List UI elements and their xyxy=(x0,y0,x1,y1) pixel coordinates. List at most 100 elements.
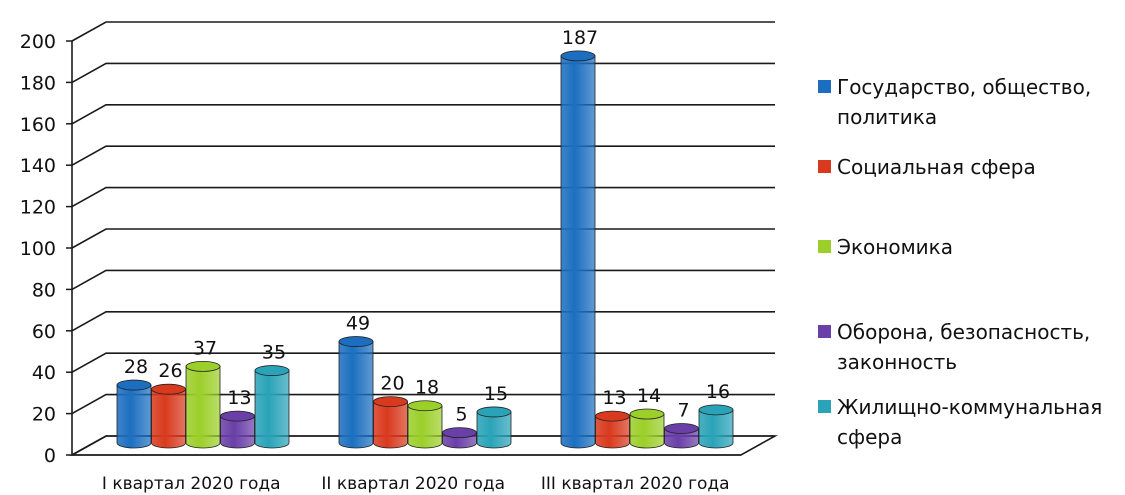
bar xyxy=(476,406,512,449)
y-tick-label: 120 xyxy=(20,197,56,219)
x-category-label: III квартал 2020 года xyxy=(541,474,730,494)
bar-body xyxy=(254,370,290,449)
legend-item: Экономика xyxy=(818,232,1123,262)
gridline xyxy=(71,21,775,42)
data-label: 14 xyxy=(637,385,661,407)
bar xyxy=(338,336,374,449)
bar-body xyxy=(698,409,734,449)
y-tick-label: 40 xyxy=(32,362,56,384)
legend-swatch xyxy=(818,400,831,413)
bar-top xyxy=(151,383,186,395)
gridline xyxy=(71,310,775,332)
data-label: 37 xyxy=(193,337,217,359)
data-label: 49 xyxy=(346,313,370,335)
y-tick-label: 200 xyxy=(20,31,56,53)
data-label: 13 xyxy=(602,387,626,409)
bar-top xyxy=(185,361,221,372)
bar xyxy=(629,408,665,449)
bar-body xyxy=(220,415,255,449)
y-tick-label: 80 xyxy=(32,279,56,301)
gridline xyxy=(71,352,775,373)
data-label: 28 xyxy=(124,356,148,378)
x-category-label: II квартал 2020 года xyxy=(321,474,505,494)
bar-top xyxy=(595,410,630,422)
bar-body xyxy=(373,401,408,449)
y-tick-label: 20 xyxy=(32,404,56,426)
bar-top xyxy=(338,336,374,347)
bar-top xyxy=(373,396,408,408)
legend-swatch xyxy=(818,325,831,338)
bar xyxy=(595,410,630,449)
legend: Государство, общество, политика Социальна… xyxy=(818,0,1123,495)
bar-body xyxy=(560,55,596,449)
y-tick-label: 180 xyxy=(20,72,56,94)
legend-swatch xyxy=(818,160,831,173)
legend-swatch xyxy=(818,80,831,93)
legend-label: Экономика xyxy=(837,235,954,259)
legend-label: Государство, общество, политика xyxy=(837,75,1092,129)
legend-label: Оборона, безопасность, законность xyxy=(837,320,1091,374)
bar xyxy=(151,383,186,449)
bar-top xyxy=(560,50,596,62)
y-tick-label: 140 xyxy=(20,155,56,177)
gridline xyxy=(71,269,775,291)
bar-body xyxy=(407,405,443,449)
gridline xyxy=(71,104,775,125)
bar xyxy=(220,410,255,449)
legend-item: Государство, общество, политика xyxy=(818,72,1123,132)
bar-body xyxy=(116,384,152,449)
gridline xyxy=(71,393,775,415)
y-tick-label: 60 xyxy=(32,321,56,343)
data-label: 13 xyxy=(227,387,251,409)
bar xyxy=(407,400,443,449)
data-label: 26 xyxy=(158,360,182,382)
bar-body xyxy=(185,366,221,449)
data-label: 18 xyxy=(415,377,439,399)
bar-top xyxy=(220,410,255,422)
bar-top xyxy=(698,404,734,416)
gridline xyxy=(71,62,775,84)
data-label: 16 xyxy=(706,381,730,403)
bar-top xyxy=(254,365,290,376)
gridline xyxy=(71,145,775,166)
bar-body xyxy=(151,388,186,449)
y-tick-label: 160 xyxy=(20,114,56,136)
bar-body xyxy=(595,415,630,449)
bar xyxy=(442,427,477,449)
data-label: 15 xyxy=(484,383,508,405)
bar-body xyxy=(476,411,512,449)
data-label: 5 xyxy=(455,404,467,426)
legend-label: Жилищно-коммунальная сфера xyxy=(837,395,1103,449)
x-category-label: I квартал 2020 года xyxy=(102,474,281,494)
bar-top xyxy=(476,406,512,418)
bar xyxy=(698,404,734,449)
legend-item: Социальная сфера xyxy=(818,152,1123,182)
bar-body xyxy=(629,413,665,449)
bar-body xyxy=(664,428,699,449)
bar xyxy=(116,379,152,449)
bar-top xyxy=(629,408,665,420)
data-label: 7 xyxy=(677,400,689,422)
bar-body xyxy=(338,341,374,449)
y-tick-label: 100 xyxy=(20,238,56,260)
bar xyxy=(185,361,221,449)
bar xyxy=(254,365,290,449)
data-label: 187 xyxy=(562,27,598,49)
bar xyxy=(373,396,408,449)
legend-item: Жилищно-коммунальная сфера xyxy=(818,392,1123,452)
bar xyxy=(560,50,596,449)
bar xyxy=(664,423,699,449)
y-tick-label: 0 xyxy=(44,445,56,467)
gridline xyxy=(71,186,775,208)
legend-swatch xyxy=(818,240,831,253)
bar-top xyxy=(116,379,152,391)
data-label: 20 xyxy=(380,373,404,395)
bar-chart: 0 20 40 60 80 100 120 140 160 180 200 28 26 37 13 35 49… xyxy=(20,21,779,494)
gridline xyxy=(71,228,775,249)
legend-label: Социальная сфера xyxy=(837,155,1036,179)
bar-top xyxy=(442,427,477,439)
bar-top xyxy=(407,400,443,412)
bar-top xyxy=(664,423,699,434)
legend-item: Оборона, безопасность, законность xyxy=(818,317,1123,377)
